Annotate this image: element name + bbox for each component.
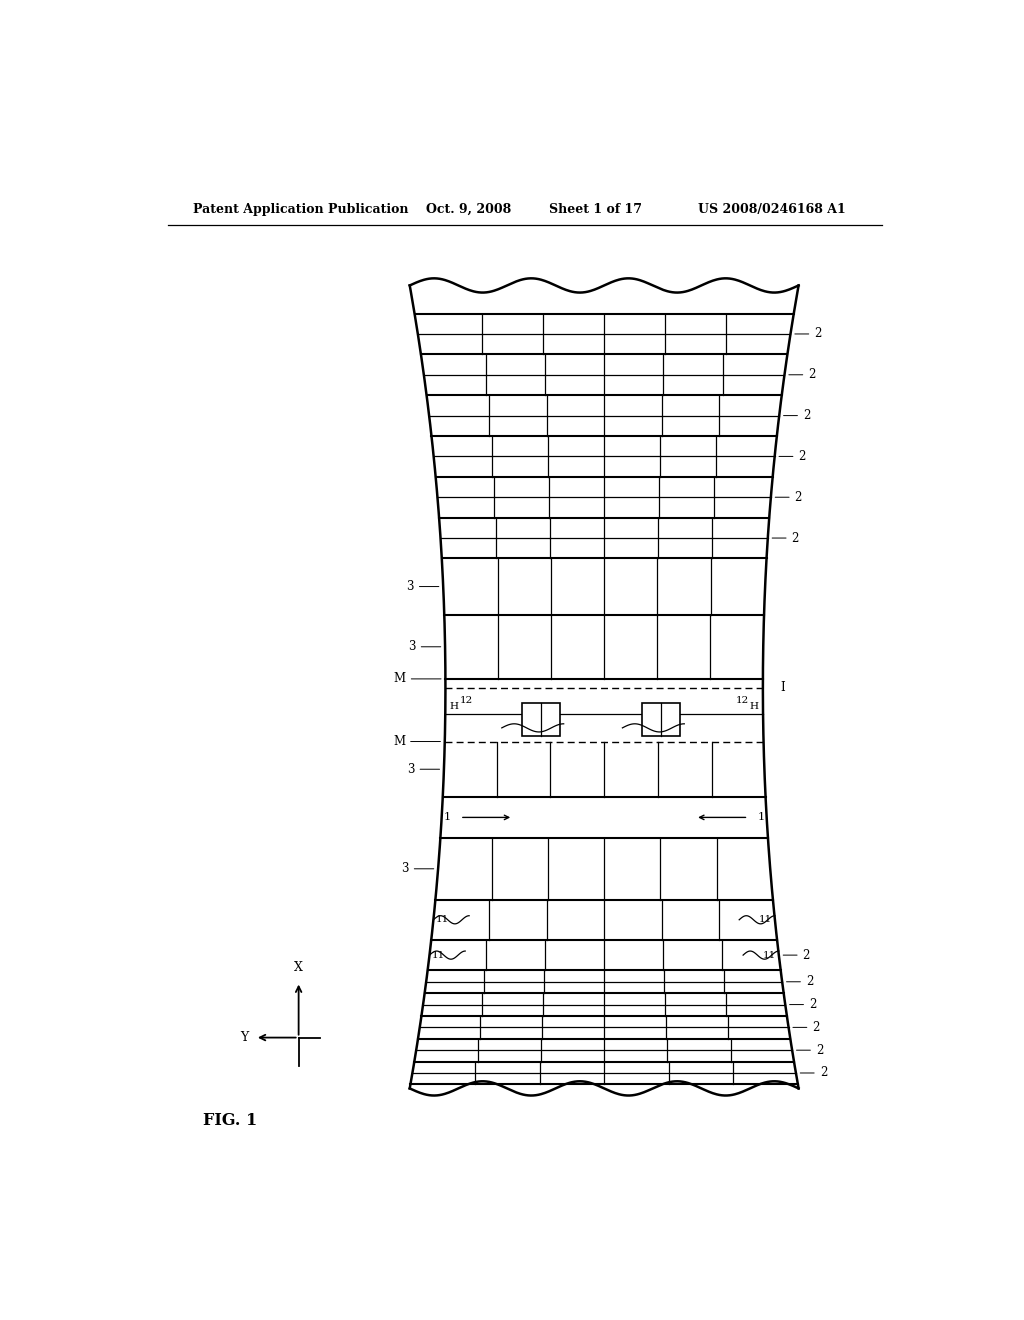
Text: 2: 2 — [779, 450, 806, 463]
Text: 2: 2 — [795, 327, 821, 341]
Text: 12: 12 — [735, 697, 749, 705]
Text: 1: 1 — [757, 812, 764, 822]
Text: 2: 2 — [790, 998, 816, 1011]
Text: 12: 12 — [460, 697, 473, 705]
Text: 11: 11 — [763, 950, 776, 960]
Bar — [642, 702, 680, 737]
Text: Sheet 1 of 17: Sheet 1 of 17 — [549, 203, 642, 216]
Text: H: H — [750, 702, 759, 711]
Text: 2: 2 — [793, 1020, 820, 1034]
Text: H: H — [450, 702, 459, 711]
Text: 2: 2 — [786, 975, 813, 989]
Text: Oct. 9, 2008: Oct. 9, 2008 — [426, 203, 511, 216]
Text: 2: 2 — [797, 1044, 823, 1057]
Text: M: M — [393, 735, 440, 748]
Text: 2: 2 — [772, 532, 799, 545]
Text: Y: Y — [241, 1031, 249, 1044]
Text: 11: 11 — [436, 915, 450, 924]
Text: 1: 1 — [444, 812, 452, 822]
Text: 3: 3 — [408, 763, 439, 776]
Bar — [521, 702, 560, 737]
Text: 11: 11 — [759, 915, 772, 924]
Text: 3: 3 — [409, 640, 440, 653]
Text: 2: 2 — [783, 409, 810, 422]
Text: 2: 2 — [801, 1067, 827, 1080]
Text: I: I — [780, 681, 785, 694]
Text: Patent Application Publication: Patent Application Publication — [194, 203, 409, 216]
Text: 3: 3 — [407, 579, 439, 593]
Text: X: X — [294, 961, 303, 974]
Text: US 2008/0246168 A1: US 2008/0246168 A1 — [697, 203, 846, 216]
Text: FIG. 1: FIG. 1 — [204, 1111, 258, 1129]
Text: 2: 2 — [783, 949, 810, 961]
Text: 2: 2 — [775, 491, 802, 504]
Text: 2: 2 — [788, 368, 816, 381]
Text: 11: 11 — [432, 950, 445, 960]
Text: M: M — [393, 672, 441, 685]
Text: 3: 3 — [401, 862, 434, 875]
